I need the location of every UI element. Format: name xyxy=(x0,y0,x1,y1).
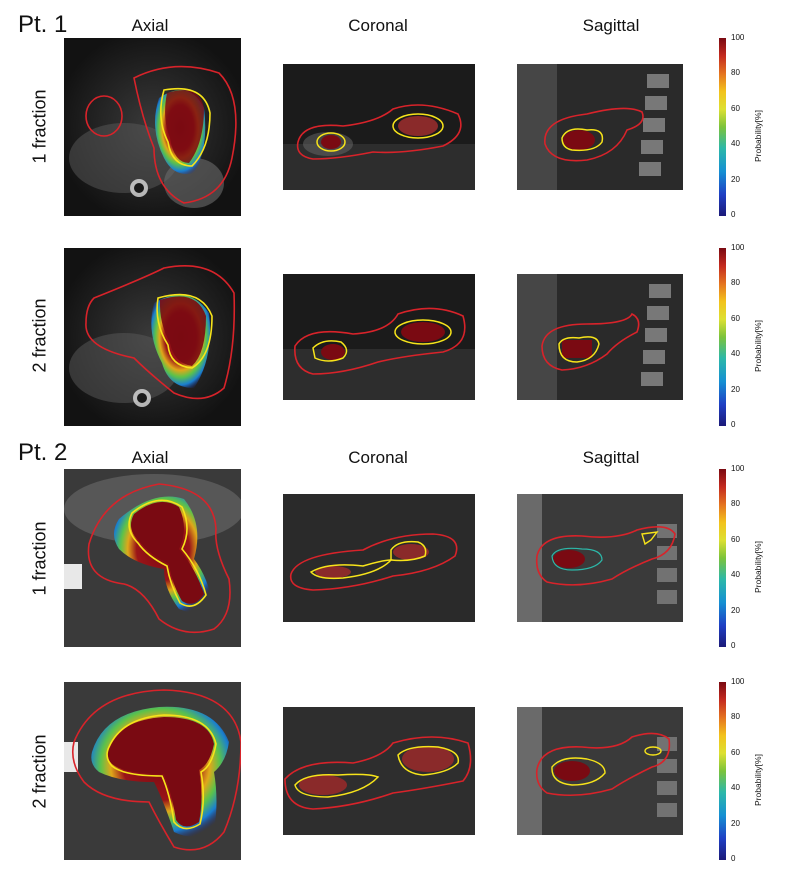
cbar1-tick-40: 40 xyxy=(731,139,740,148)
cbar3-tick-100: 100 xyxy=(731,464,745,473)
patient-1-label: Pt. 1 xyxy=(18,11,68,38)
p2-fraction2-sagittal-image xyxy=(517,707,683,835)
p1-fraction2-coronal-image xyxy=(283,274,475,400)
cbar2-tick-20: 20 xyxy=(731,385,740,394)
p2-fraction2-coronal-image xyxy=(283,707,475,835)
p2-row2-label: 2 fraction xyxy=(29,734,50,809)
cbar4-tick-20: 20 xyxy=(731,819,740,828)
patient-2-label: Pt. 2 xyxy=(18,439,68,466)
p2-fraction1-sagittal-image xyxy=(517,494,683,622)
p1-fraction2-colorbar xyxy=(719,248,726,426)
p2-row1-label: 1 fraction xyxy=(29,521,50,596)
cbar2-tick-0: 0 xyxy=(731,420,736,429)
p1-axial-header: Axial xyxy=(131,16,169,35)
cbar3-tick-60: 60 xyxy=(731,535,740,544)
p2-fraction1-axial-image xyxy=(64,469,241,647)
cbar2-tick-80: 80 xyxy=(731,278,740,287)
p1-coronal-header: Coronal xyxy=(348,16,408,35)
p1-fraction1-sagittal-image xyxy=(517,64,683,190)
cbar4-tick-40: 40 xyxy=(731,783,740,792)
p2-coronal-header: Coronal xyxy=(348,448,408,467)
p1-fraction2-sagittal-image xyxy=(517,274,683,400)
cbar1-tick-100: 100 xyxy=(731,33,745,42)
cbar4-tick-60: 60 xyxy=(731,748,740,757)
cbar3-title: Probability[%] xyxy=(753,541,763,593)
cbar1-tick-60: 60 xyxy=(731,104,740,113)
cbar4-tick-80: 80 xyxy=(731,712,740,721)
p1-sagittal-header: Sagittal xyxy=(582,16,640,35)
cbar2-title: Probability[%] xyxy=(753,320,763,372)
cbar1-tick-20: 20 xyxy=(731,175,740,184)
p2-fraction2-colorbar xyxy=(719,682,726,860)
p1-row2-label: 2 fraction xyxy=(29,298,50,373)
p1-fraction1-axial-image xyxy=(64,38,241,216)
cbar1-tick-80: 80 xyxy=(731,68,740,77)
cbar3-tick-80: 80 xyxy=(731,499,740,508)
cbar4-tick-100: 100 xyxy=(731,677,745,686)
cbar3-tick-40: 40 xyxy=(731,570,740,579)
p1-fraction1-colorbar xyxy=(719,38,726,216)
p2-axial-header: Axial xyxy=(131,448,169,467)
cbar4-tick-0: 0 xyxy=(731,854,736,863)
p2-sagittal-header: Sagittal xyxy=(582,448,640,467)
cbar3-tick-0: 0 xyxy=(731,641,736,650)
cbar2-tick-40: 40 xyxy=(731,349,740,358)
cbar2-tick-60: 60 xyxy=(731,314,740,323)
cbar4-title: Probability[%] xyxy=(753,754,763,806)
p2-fraction1-coronal-image xyxy=(283,494,475,622)
p1-fraction1-coronal-image xyxy=(283,64,475,190)
p2-fraction1-colorbar xyxy=(719,469,726,647)
cbar1-title: Probability[%] xyxy=(753,110,763,162)
p1-fraction2-axial-image xyxy=(64,248,241,426)
p1-row1-label: 1 fraction xyxy=(29,89,50,164)
cbar3-tick-20: 20 xyxy=(731,606,740,615)
cbar1-tick-0: 0 xyxy=(731,210,736,219)
cbar2-tick-100: 100 xyxy=(731,243,745,252)
p2-fraction2-axial-image xyxy=(64,682,241,860)
